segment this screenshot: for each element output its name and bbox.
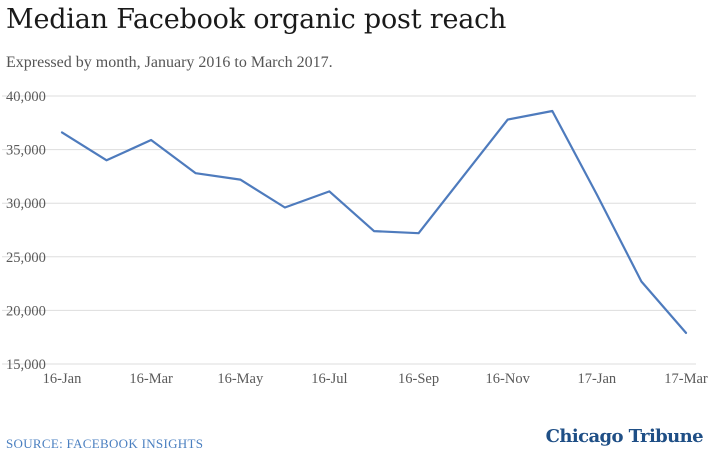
line-chart: 40,000 35,000 30,000 25,000 20,000 15,000 16-…: [2, 89, 708, 387]
series-layer: [60, 109, 688, 334]
x-tick-label: 16-Jul: [311, 371, 347, 387]
y-tick-label: 40,000: [6, 89, 46, 105]
y-tick-label: 25,000: [6, 250, 46, 266]
x-tick-label: 17-Jan: [578, 371, 617, 387]
x-tick-label: 16-Jan: [43, 371, 82, 387]
x-axis-ticks: 16-Jan 16-Mar 16-May 16-Jul 16-Sep 16-Nov 17-J…: [43, 371, 708, 387]
x-tick-label: 16-Nov: [486, 371, 531, 387]
series-line: [60, 109, 688, 334]
x-tick-label: 17-Mar: [664, 371, 708, 387]
x-tick-label: 16-May: [217, 371, 264, 387]
y-axis-ticks: 40,000 35,000 30,000 25,000 20,000 15,000: [6, 89, 46, 373]
chart-title: Median Facebook organic post reach: [6, 4, 507, 35]
y-tick-label: 20,000: [6, 303, 46, 319]
chart-subtitle: Expressed by month, January 2016 to Marc…: [6, 54, 333, 71]
gridlines: [2, 95, 696, 365]
source-note: SOURCE: FACEBOOK INSIGHTS: [6, 436, 204, 451]
x-tick-label: 16-Sep: [398, 371, 439, 387]
y-tick-label: 15,000: [6, 357, 46, 373]
y-tick-label: 35,000: [6, 143, 46, 159]
chicago-tribune-logo: Chicago Tribune: [545, 426, 704, 447]
y-tick-label: 30,000: [6, 196, 46, 212]
x-tick-label: 16-Mar: [129, 371, 173, 387]
